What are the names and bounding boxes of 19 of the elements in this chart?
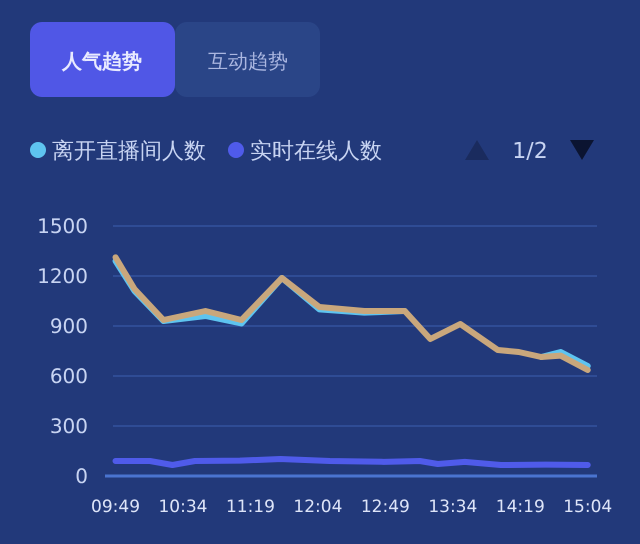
x-tick-label: 12:04	[293, 497, 342, 517]
legend-label: 实时在线人数	[250, 139, 382, 164]
y-tick-label: 1200	[37, 264, 88, 288]
x-tick-label: 13:34	[428, 497, 478, 517]
legend-label: 离开直播间人数	[52, 139, 206, 164]
x-tick-label: 11:19	[226, 497, 275, 517]
text: 互动趋势	[208, 49, 288, 73]
x-tick-label: 10:34	[158, 497, 208, 517]
x-tick-label: 09:49	[91, 497, 140, 517]
text: 人气趋势	[61, 49, 142, 73]
x-tick-label: 14:19	[496, 497, 545, 517]
x-tick-label: 12:49	[360, 497, 410, 517]
y-tick-label: 900	[50, 314, 88, 338]
y-tick-label: 1500	[37, 214, 88, 238]
text: 1/2	[512, 139, 548, 164]
y-tick-label: 600	[50, 364, 88, 388]
y-tick-label: 300	[50, 414, 88, 438]
y-tick-label: 0	[75, 464, 88, 488]
x-tick-label: 15:04	[563, 497, 612, 517]
